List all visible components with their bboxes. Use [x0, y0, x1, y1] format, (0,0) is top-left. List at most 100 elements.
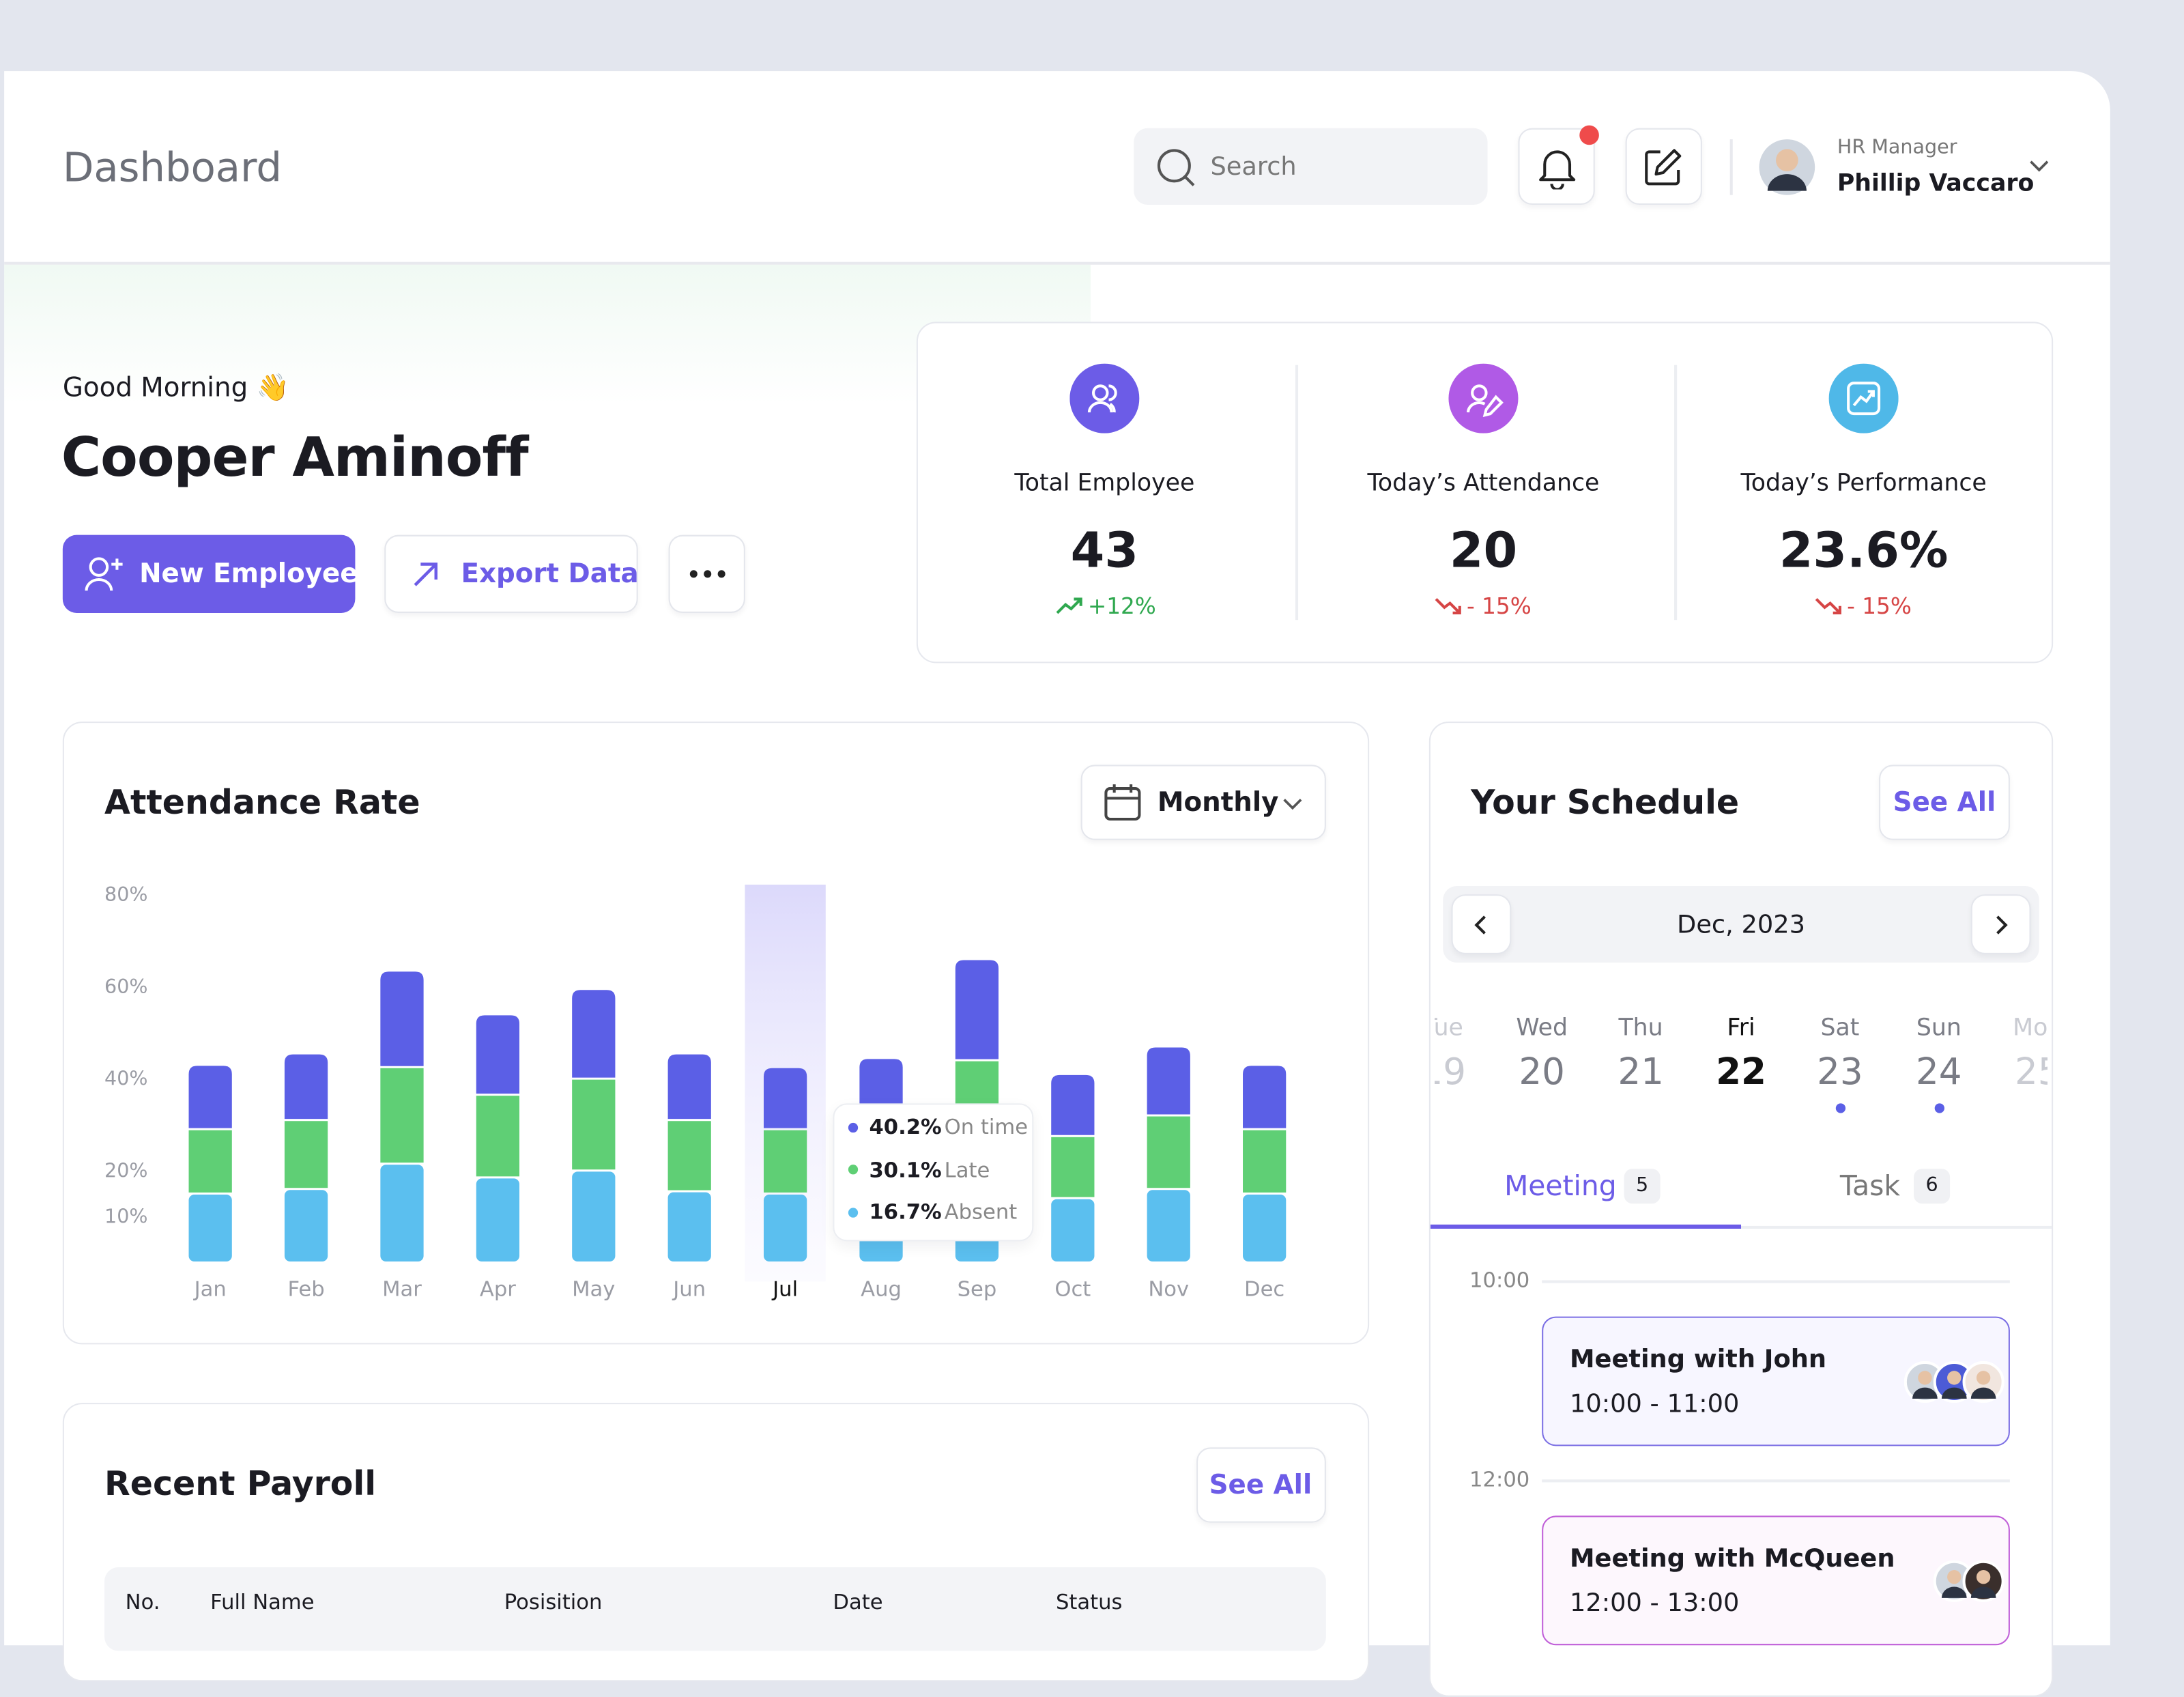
- tab-count-badge: [1914, 1169, 1951, 1204]
- edit-button[interactable]: [1625, 128, 1702, 205]
- bar-segment: [1051, 1137, 1095, 1197]
- bar-segment: [188, 1195, 232, 1261]
- tooltip-dot: [848, 1165, 859, 1175]
- x-tick-label: Nov: [1148, 1277, 1189, 1301]
- day-date[interactable]: 25: [2014, 1051, 2048, 1094]
- y-tick-label: 20%: [104, 1158, 148, 1182]
- bell-icon: [1539, 150, 1576, 190]
- bar-segment: [572, 1079, 616, 1170]
- period-dropdown[interactable]: [1080, 765, 1326, 840]
- period-label[interactable]: Monthly: [1157, 787, 1279, 818]
- bar-segment: [1243, 1195, 1287, 1261]
- bar-segment: [667, 1192, 711, 1261]
- stat-value: 43: [1070, 524, 1139, 580]
- search-icon: [1157, 149, 1195, 186]
- day-date[interactable]: 19: [1435, 1051, 1467, 1094]
- next-icon: [1996, 915, 2008, 935]
- stat-icon: [1828, 363, 1899, 433]
- new-employee-label[interactable]: New Employee: [139, 558, 358, 590]
- day-name[interactable]: Mon: [2013, 1014, 2048, 1042]
- month-label: Dec, 2023: [1677, 910, 1805, 940]
- event-time: 10:00 - 11:00: [1570, 1389, 1740, 1419]
- x-tick-label: Mar: [382, 1277, 422, 1301]
- greeting-text: Good Morning 👋: [62, 372, 289, 403]
- trend-down-icon: [1815, 598, 1841, 615]
- day-date[interactable]: 22: [1716, 1051, 1766, 1094]
- bar-segment: [1243, 1066, 1287, 1128]
- bar-segment: [476, 1015, 520, 1094]
- bar-segment: [763, 1195, 807, 1261]
- day-name[interactable]: Thu: [1618, 1014, 1663, 1042]
- participant-avatar: [1933, 1560, 1975, 1602]
- tooltip-label: On time: [944, 1114, 1029, 1140]
- tooltip-value: 30.1%: [869, 1156, 942, 1182]
- trend-up-icon: [1056, 597, 1082, 614]
- day-date[interactable]: 21: [1618, 1051, 1664, 1094]
- day-name[interactable]: Sun: [1916, 1014, 1962, 1042]
- add-user-icon: [85, 557, 123, 591]
- table-column-header: Status: [1055, 1589, 1123, 1615]
- x-tick-label: Feb: [287, 1277, 324, 1301]
- user-menu-chevron[interactable]: [2028, 158, 2050, 174]
- stat-icon: [1069, 363, 1140, 433]
- tooltip-value: 16.7%: [869, 1199, 942, 1225]
- tab-baseline: [1430, 1225, 2052, 1228]
- bar-segment: [955, 960, 999, 1059]
- stat-change: - 15%: [1847, 593, 1912, 620]
- header-divider: [4, 261, 2110, 264]
- bar-segment: [188, 1130, 232, 1193]
- participant-avatar: [1962, 1560, 2005, 1602]
- day-strip: Tue 19 Wed 20 Thu 21 Fri 22 Sat 23 Sun 24 Mon 25: [1435, 996, 2048, 1122]
- export-data-label[interactable]: Export Data: [461, 558, 639, 590]
- event-card[interactable]: [1542, 1515, 2010, 1646]
- new-employee-button[interactable]: [62, 534, 356, 613]
- payroll-title: Recent Payroll: [104, 1464, 377, 1504]
- bar-segment: [284, 1121, 328, 1188]
- schedule-see-all[interactable]: [1879, 765, 2010, 840]
- payroll-see-all[interactable]: [1196, 1447, 1326, 1523]
- schedule-see-all-label[interactable]: See All: [1893, 787, 1996, 818]
- bar-segment: [476, 1096, 520, 1177]
- export-icon: [414, 562, 438, 586]
- day-name[interactable]: Sat: [1820, 1014, 1860, 1042]
- bar-segment: [284, 1054, 328, 1120]
- day-name[interactable]: Tue: [1435, 1014, 1463, 1042]
- bar-segment: [572, 1171, 616, 1261]
- stat-label: Today’s Attendance: [1367, 469, 1600, 498]
- dropdown-chevron: [1283, 799, 1302, 810]
- bar-segment: [380, 1068, 424, 1163]
- trend-down-icon: [1435, 598, 1461, 615]
- table-column-header: No.: [125, 1589, 160, 1615]
- calendar-icon: [1104, 784, 1141, 821]
- decor-grid: [4, 264, 1091, 404]
- event-dot: [1934, 1103, 1944, 1113]
- y-tick-label: 10%: [104, 1205, 148, 1228]
- x-tick-label: Jun: [672, 1277, 706, 1301]
- x-tick-label: Oct: [1054, 1277, 1091, 1301]
- stat-icon: [1448, 363, 1519, 433]
- day-date[interactable]: 24: [1916, 1051, 1962, 1094]
- tab-label[interactable]: Task: [1839, 1169, 1901, 1203]
- event-title: Meeting with McQueen: [1570, 1544, 1895, 1574]
- tooltip-dot: [848, 1207, 859, 1217]
- bar-segment: [284, 1190, 328, 1261]
- search-box[interactable]: [1134, 128, 1488, 205]
- prev-month[interactable]: [1451, 894, 1512, 954]
- greeting-name: Cooper Aminoff: [61, 427, 529, 490]
- notification-dot: [1579, 125, 1599, 145]
- day-name[interactable]: Fri: [1727, 1014, 1755, 1042]
- user-avatar[interactable]: [1758, 138, 1817, 197]
- payroll-see-all-label[interactable]: See All: [1209, 1470, 1312, 1500]
- day-date[interactable]: 20: [1519, 1051, 1565, 1094]
- search-placeholder[interactable]: Search: [1210, 152, 1297, 182]
- tab-label[interactable]: Meeting: [1504, 1169, 1617, 1203]
- next-month[interactable]: [1970, 894, 2031, 954]
- tab-count: 5: [1636, 1174, 1649, 1197]
- chart-tooltip: [833, 1103, 1034, 1242]
- day-name[interactable]: Wed: [1516, 1014, 1568, 1042]
- schedule-title: Your Schedule: [1471, 782, 1740, 823]
- table-column-header: Date: [833, 1589, 883, 1615]
- day-date[interactable]: 23: [1817, 1051, 1863, 1094]
- bar-segment: [1147, 1190, 1190, 1261]
- x-tick-label: Jan: [193, 1277, 227, 1301]
